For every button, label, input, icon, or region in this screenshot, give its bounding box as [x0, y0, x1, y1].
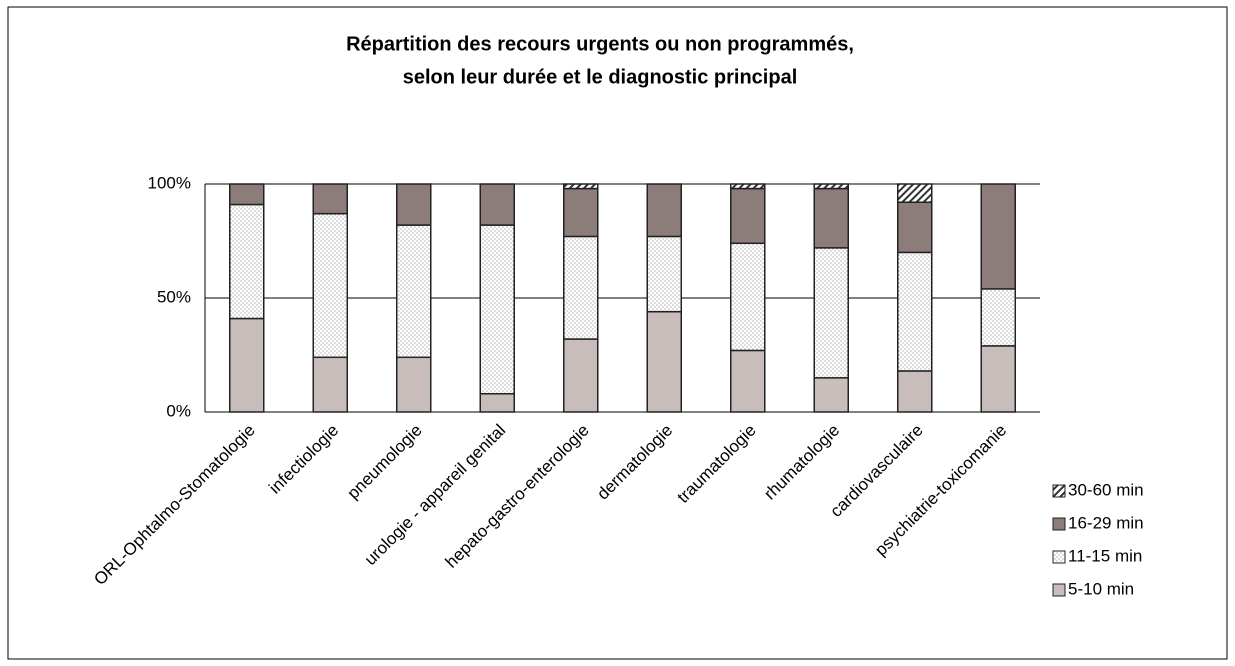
bar-segment — [813, 183, 849, 190]
legend-swatch — [1052, 583, 1066, 597]
bar-segment — [229, 203, 265, 320]
bar-segment — [813, 247, 849, 379]
bar-segment — [646, 183, 682, 238]
bar-segment — [730, 242, 766, 352]
bar-segment — [563, 187, 599, 238]
bar-segment — [813, 187, 849, 249]
legend-label: 30-60 min — [1068, 480, 1144, 499]
bar-segment — [312, 183, 348, 215]
bar-segment — [479, 183, 515, 226]
legend-swatch — [1052, 550, 1066, 564]
chart-title: Répartition des recours urgents ou non p… — [346, 33, 854, 55]
legend-label: 5-10 min — [1068, 579, 1134, 598]
bar-segment — [730, 183, 766, 190]
legend-swatch — [1052, 484, 1066, 498]
y-tick-label: 0% — [166, 401, 191, 420]
legend-label: 11-15 min — [1068, 546, 1142, 565]
bar-segment — [646, 235, 682, 313]
bar-segment — [479, 224, 515, 395]
bar-segment — [396, 224, 432, 359]
bar-segment — [980, 345, 1016, 413]
y-tick-label: 50% — [157, 287, 191, 306]
bar-segment — [646, 310, 682, 413]
bar-segment — [396, 183, 432, 226]
bar-segment — [980, 288, 1016, 347]
bar-segment — [897, 201, 933, 254]
legend-swatch — [1052, 517, 1066, 531]
bar-segment — [563, 183, 599, 190]
legend-label: 16-29 min — [1068, 513, 1144, 532]
bar-segment — [730, 187, 766, 245]
chart-title: selon leur durée et le diagnostic princi… — [403, 66, 798, 88]
chart-frame — [7, 6, 1228, 660]
bar-segment — [396, 356, 432, 413]
bar-segment — [229, 183, 265, 206]
bar-segment — [897, 251, 933, 372]
bar-segment — [563, 338, 599, 413]
bar-segment — [229, 317, 265, 413]
bar-segment — [730, 349, 766, 413]
bar-segment — [813, 377, 849, 413]
bar-segment — [479, 393, 515, 413]
bar-segment — [897, 370, 933, 413]
y-tick-label: 100% — [148, 173, 191, 192]
bar-segment — [563, 235, 599, 340]
bar-segment — [897, 183, 933, 203]
bar-segment — [312, 212, 348, 359]
bar-segment — [312, 356, 348, 413]
bar-segment — [980, 183, 1016, 290]
